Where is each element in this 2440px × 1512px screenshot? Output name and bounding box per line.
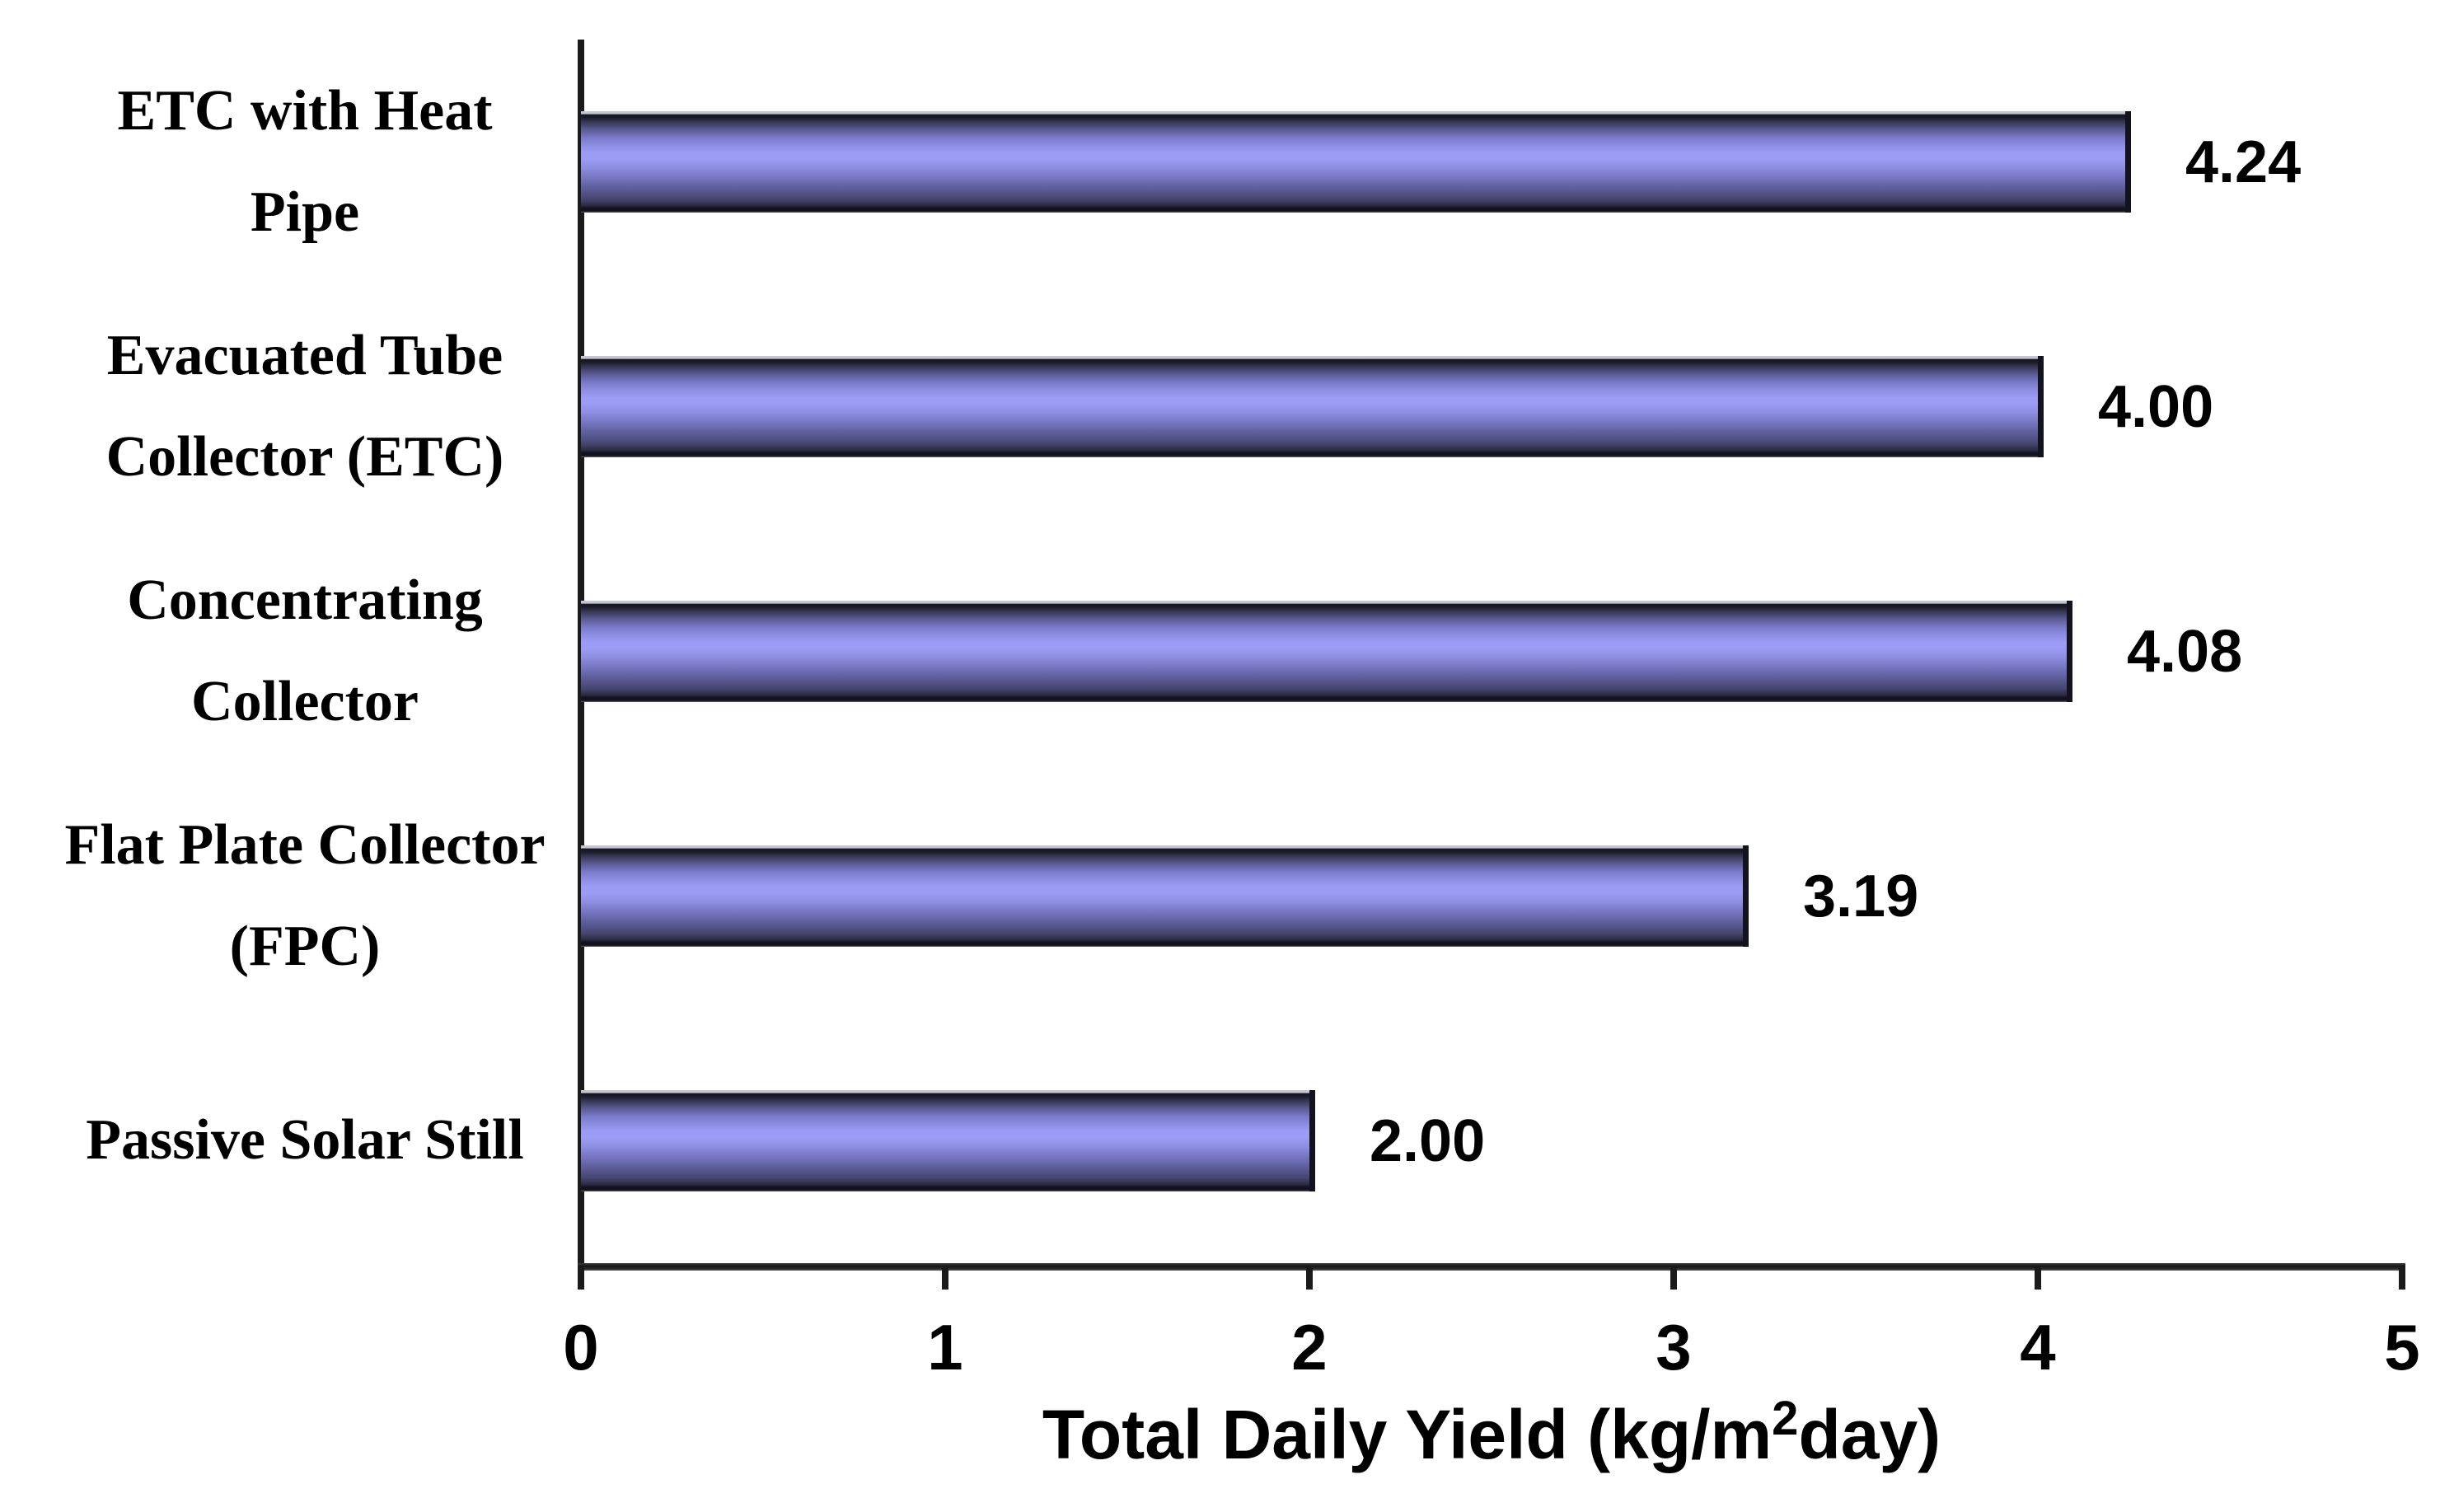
category-label-flat-plate-collector-fpc: Flat Plate Collector (FPC): [64, 813, 546, 978]
x-axis-tick-mark-0: [578, 1266, 584, 1290]
bar-flat-plate-collector-fpc: [581, 845, 1749, 947]
bar-etc-with-heat-pipe: [581, 111, 2131, 213]
x-axis-line: [578, 1263, 2405, 1271]
value-label-concentrating-collector: 4.08: [2127, 618, 2243, 685]
x-axis-title: Total Daily Yield (kg/m2day): [581, 1395, 2402, 1475]
category-label-evacuated-tube-collector-etc: Evacuated Tube Collector (ETC): [105, 324, 504, 489]
x-axis-tick-mark-1: [942, 1266, 948, 1290]
value-label-etc-with-heat-pipe: 4.24: [2185, 129, 2302, 195]
x-axis-tick-label-4: 4: [2020, 1311, 2056, 1383]
x-axis-tick-mark-5: [2399, 1266, 2405, 1290]
category-label-etc-with-heat-pipe: ETC with Heat Pipe: [117, 79, 493, 244]
category-label-concentrating-collector: Concentrating Collector: [127, 569, 483, 733]
value-label-passive-solar-still: 2.00: [1370, 1107, 1486, 1174]
x-axis-tick-mark-3: [1670, 1266, 1677, 1290]
x-axis-tick-label-0: 0: [563, 1311, 599, 1383]
bar-passive-solar-still: [581, 1090, 1315, 1191]
x-axis-tick-label-1: 1: [927, 1311, 963, 1383]
value-label-flat-plate-collector-fpc: 3.19: [1803, 863, 1919, 929]
category-label-passive-solar-still: Passive Solar Still: [86, 1108, 524, 1173]
x-axis-tick-label-2: 2: [1291, 1311, 1328, 1383]
bar-evacuated-tube-collector-etc: [581, 356, 2044, 457]
bar-concentrating-collector: [581, 601, 2072, 702]
x-axis-title-prefix: Total Daily Yield (kg/m: [1042, 1396, 1773, 1473]
x-axis-tick-label-5: 5: [2384, 1311, 2420, 1383]
x-axis-tick-label-3: 3: [1656, 1311, 1692, 1383]
value-label-evacuated-tube-collector-etc: 4.00: [2098, 373, 2214, 440]
x-axis-tick-mark-2: [1306, 1266, 1313, 1290]
x-axis-title-suffix: day): [1798, 1396, 1941, 1473]
x-axis-tick-mark-4: [2035, 1266, 2041, 1290]
x-axis-title-superscript: 2: [1772, 1392, 1799, 1445]
